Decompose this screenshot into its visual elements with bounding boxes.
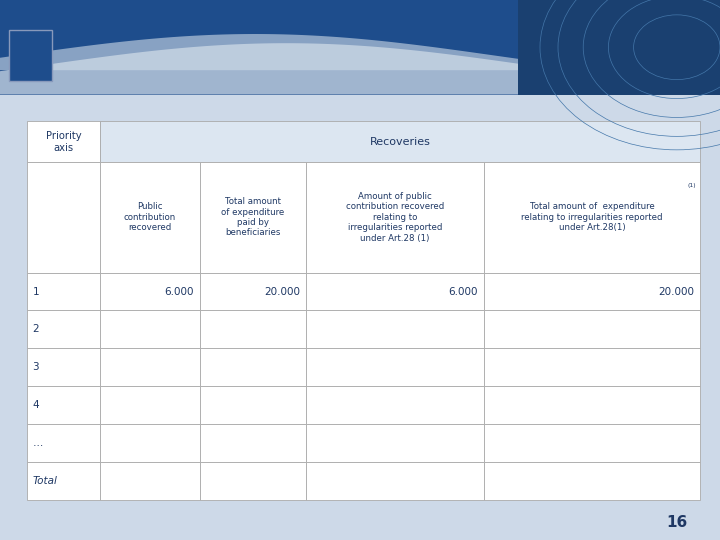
Text: Scenario 2 (Reimbursement of Funds calculated with reference to total eligible e: Scenario 2 (Reimbursement of Funds calcu… (120, 57, 600, 67)
Bar (199, 462, 306, 500)
Bar (199, 162, 306, 273)
Bar (199, 310, 306, 348)
Bar (100, 162, 199, 273)
Bar (306, 424, 484, 462)
Bar (199, 273, 306, 310)
Text: (1): (1) (688, 183, 696, 187)
Text: Recoveries: Recoveries (369, 137, 431, 147)
Text: 4: 4 (32, 400, 39, 410)
Text: Option B (recovery): Option B (recovery) (309, 77, 411, 87)
Bar (484, 386, 700, 424)
Text: Priority
axis: Priority axis (46, 131, 81, 152)
Bar (306, 310, 484, 348)
Text: 16: 16 (666, 515, 688, 530)
Bar (199, 424, 306, 462)
Bar (484, 348, 700, 386)
Bar (484, 273, 700, 310)
Text: Public
contribution
recovered: Public contribution recovered (124, 202, 176, 232)
Bar (484, 310, 700, 348)
Bar (27, 386, 100, 424)
Bar (27, 273, 100, 310)
Bar (27, 348, 100, 386)
Bar (100, 462, 199, 500)
Text: European Union: European Union (59, 42, 158, 52)
Text: …: … (32, 438, 42, 448)
Bar (100, 310, 199, 348)
Bar (484, 162, 700, 273)
Bar (27, 424, 100, 462)
Bar (199, 348, 306, 386)
Text: 20.000: 20.000 (264, 287, 300, 296)
Bar (27, 310, 100, 348)
Bar (306, 273, 484, 310)
Text: 1: 1 (32, 287, 39, 296)
Text: Amount of public
contribution recovered
relating to
irregularities reported
unde: Amount of public contribution recovered … (346, 192, 444, 242)
Bar (100, 122, 700, 162)
Bar (100, 273, 199, 310)
Text: 3: 3 (32, 362, 39, 372)
Bar (484, 462, 700, 500)
Text: Total amount of  expenditure
relating to irregularities reported
under Art.28(1): Total amount of expenditure relating to … (521, 202, 662, 232)
Bar (199, 386, 306, 424)
Text: 6.000: 6.000 (164, 287, 194, 296)
Bar (27, 122, 100, 162)
Text: Total: Total (32, 476, 58, 485)
Bar (484, 424, 700, 462)
Text: Total amount
of expenditure
paid by
beneficiaries: Total amount of expenditure paid by bene… (221, 197, 284, 238)
Bar (27, 462, 100, 500)
Bar (306, 162, 484, 273)
Bar (306, 348, 484, 386)
Bar (100, 386, 199, 424)
Bar (27, 162, 100, 273)
Text: 2: 2 (32, 325, 39, 334)
Text: Regional Policy: Regional Policy (59, 60, 127, 69)
Text: 20.000: 20.000 (658, 287, 694, 296)
Bar (100, 424, 199, 462)
Bar (306, 462, 484, 500)
Bar (306, 386, 484, 424)
Text: 6.000: 6.000 (449, 287, 478, 296)
Bar (100, 348, 199, 386)
